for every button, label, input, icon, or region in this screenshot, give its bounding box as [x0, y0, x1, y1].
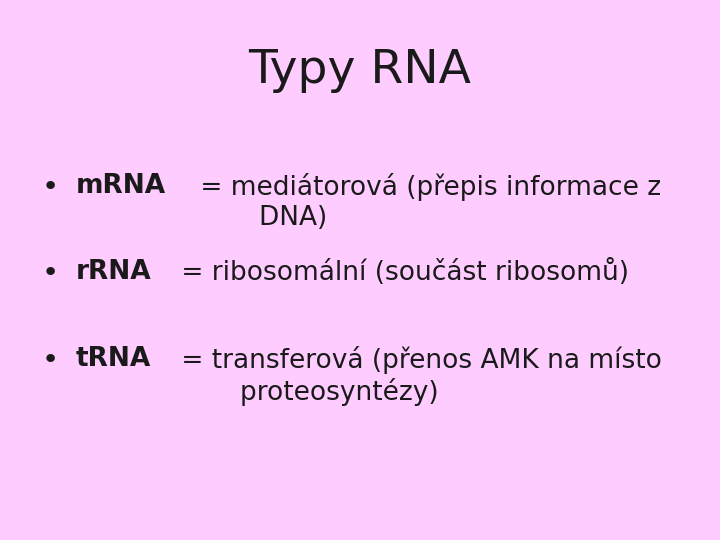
Text: = mediátorová (přepis informace z
        DNA): = mediátorová (přepis informace z DNA): [192, 173, 661, 231]
Text: •: •: [42, 259, 59, 287]
Text: •: •: [42, 346, 59, 374]
Text: = ribosomální (součást ribosomů): = ribosomální (součást ribosomů): [174, 259, 629, 286]
Text: tRNA: tRNA: [76, 346, 151, 372]
Text: mRNA: mRNA: [76, 173, 166, 199]
Text: rRNA: rRNA: [76, 259, 151, 285]
Text: Typy RNA: Typy RNA: [248, 48, 472, 93]
Text: = transferová (přenos AMK na místo
        proteosyntézy): = transferová (přenos AMK na místo prote…: [173, 346, 662, 406]
Text: •: •: [42, 173, 59, 201]
